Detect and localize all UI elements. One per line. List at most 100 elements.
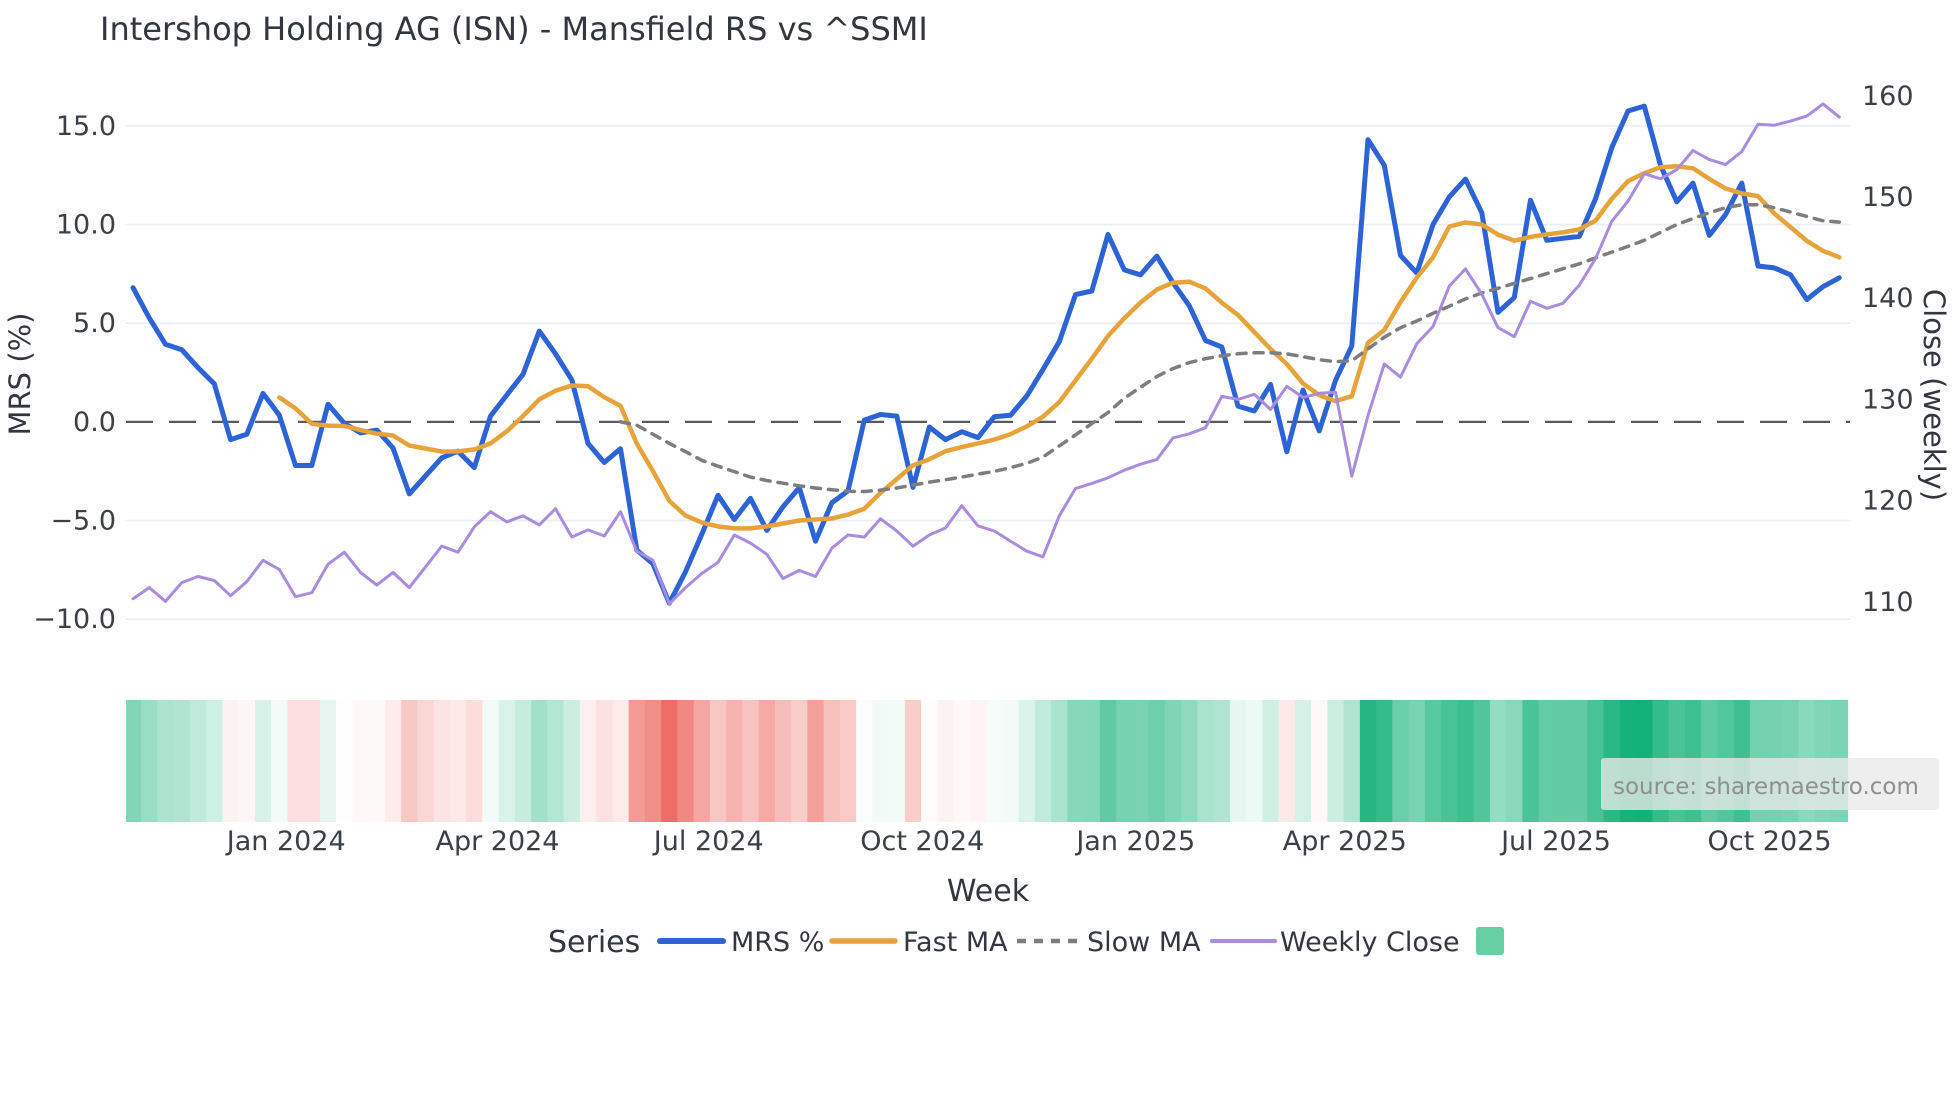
heatmap-cell — [1489, 700, 1507, 822]
heatmap-cell — [1457, 700, 1475, 822]
right-tick-label: 110 — [1862, 587, 1914, 618]
heatmap-cell — [758, 700, 776, 822]
left-tick-label: 5.0 — [73, 308, 116, 339]
heatmap-cell — [1067, 700, 1085, 822]
heatmap-cell — [466, 700, 484, 822]
heatmap-cell — [937, 700, 955, 822]
heatmap-cell — [141, 700, 159, 822]
x-tick-label: Oct 2025 — [1708, 826, 1832, 857]
heatmap-cell — [157, 700, 175, 822]
heatmap-cell — [1376, 700, 1394, 822]
series-line-slow-ma — [618, 203, 1842, 494]
legend-label-fast-ma: Fast MA — [903, 927, 1008, 958]
source-watermark-text: source: sharemaestro.com — [1613, 774, 1919, 800]
left-axis-title: MRS (%) — [3, 313, 37, 436]
left-tick-label: 10.0 — [56, 210, 116, 241]
series-line-weekly-close — [131, 102, 1841, 606]
heatmap-cell — [1343, 700, 1361, 822]
heatmap-cell — [189, 700, 207, 822]
heatmap-cell — [1246, 700, 1264, 822]
heatmap-cell — [563, 700, 581, 822]
series-line-fast-ma — [277, 164, 1842, 531]
heatmap-cell — [498, 700, 516, 822]
heatmap-cell — [856, 700, 874, 822]
right-tick-label: 160 — [1862, 81, 1914, 112]
heatmap-cell — [1132, 700, 1150, 822]
x-tick-label: Jan 2025 — [1074, 826, 1195, 857]
legend: Series MRS % Fast MA Slow MA Weekly Close — [548, 925, 1504, 960]
heatmap-cell — [254, 700, 272, 822]
left-axis-tick-labels: 15.0 10.0 5.0 0.0 −5.0 −10.0 — [33, 111, 116, 635]
heatmap-cell — [1538, 700, 1556, 822]
heatmap-cell — [904, 700, 922, 822]
x-axis-title: Week — [947, 874, 1030, 909]
heatmap-cell — [791, 700, 809, 822]
heatmap-cell — [1392, 700, 1410, 822]
heatmap-cell — [1359, 700, 1377, 822]
right-tick-label: 140 — [1862, 283, 1914, 314]
heatmap-cell — [628, 700, 646, 822]
heatmap-cell — [1408, 700, 1426, 822]
x-tick-label: Jul 2025 — [1499, 826, 1611, 857]
heatmap-cell — [596, 700, 614, 822]
heatmap-cell — [1034, 700, 1052, 822]
heatmap-cell — [1002, 700, 1020, 822]
heatmap-cell — [677, 700, 695, 822]
legend-label-weekly-close: Weekly Close — [1280, 927, 1460, 958]
x-tick-label: Oct 2024 — [860, 826, 984, 857]
source-watermark: source: sharemaestro.com — [1601, 758, 1939, 810]
legend-label-mrs-: MRS % — [731, 927, 824, 958]
heatmap-cell — [823, 700, 841, 822]
heatmap-cell — [839, 700, 857, 822]
legend-title: Series — [548, 925, 640, 960]
heatmap-cell — [352, 700, 370, 822]
heatmap-cell — [1116, 700, 1134, 822]
heatmap-cell — [953, 700, 971, 822]
heatmap-cell — [271, 700, 289, 822]
heatmap-cell — [1278, 700, 1296, 822]
heatmap-cell — [726, 700, 744, 822]
heatmap-cell — [222, 700, 240, 822]
series-line-mrs — [130, 103, 1842, 606]
heatmap-cell — [368, 700, 386, 822]
heatmap-cell — [1262, 700, 1280, 822]
heatmap-cell — [709, 700, 727, 822]
heatmap-cell — [888, 700, 906, 822]
heatmap-cell — [774, 700, 792, 822]
heatmap-cell — [1294, 700, 1312, 822]
right-tick-label: 150 — [1862, 182, 1914, 213]
heatmap-cell — [1554, 700, 1572, 822]
heatmap-cell — [921, 700, 939, 822]
right-axis-tick-labels: 160 150 140 130 120 110 — [1862, 81, 1914, 618]
heatmap-cell — [1213, 700, 1231, 822]
source-watermark-box — [1601, 758, 1939, 810]
x-tick-label: Jan 2024 — [225, 826, 346, 857]
heatmap-cell — [986, 700, 1004, 822]
heatmap-cell — [1473, 700, 1491, 822]
series-lines — [130, 102, 1842, 606]
heatmap-cell — [1099, 700, 1117, 822]
heatmap-cell — [531, 700, 549, 822]
heatmap-cell — [872, 700, 890, 822]
legend-heatmap-swatch — [1476, 927, 1504, 955]
heatmap-cell — [514, 700, 532, 822]
heatmap-cell — [612, 700, 630, 822]
heatmap-cell — [1181, 700, 1199, 822]
heatmap-cell — [287, 700, 305, 822]
heatmap-cell — [1587, 700, 1605, 822]
heatmap-cell — [1229, 700, 1247, 822]
heatmap-cell — [319, 700, 337, 822]
heatmap-cell — [303, 700, 321, 822]
heatmap-cell — [1311, 700, 1329, 822]
x-tick-label: Jul 2024 — [652, 826, 764, 857]
heatmap-cell — [661, 700, 679, 822]
x-tick-label: Apr 2024 — [435, 826, 559, 857]
heatmap-cell — [644, 700, 662, 822]
heatmap-cell — [1051, 700, 1069, 822]
heatmap-cell — [433, 700, 451, 822]
heatmap-cell — [449, 700, 467, 822]
heatmap-cell — [417, 700, 435, 822]
legend-label-slow-ma: Slow MA — [1087, 927, 1201, 958]
